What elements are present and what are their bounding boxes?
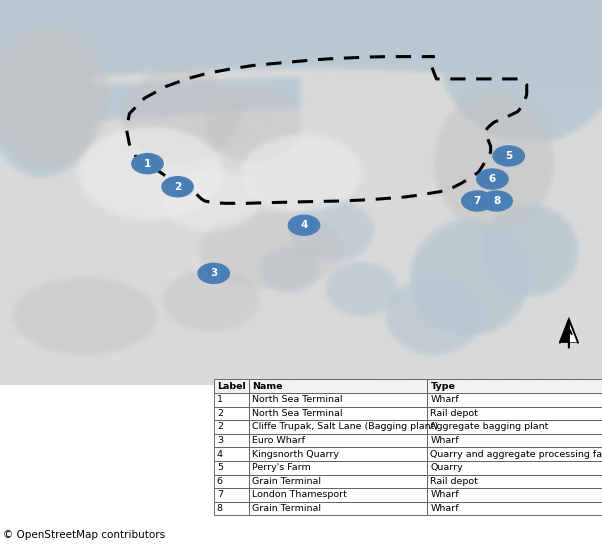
Bar: [249, 407, 427, 420]
Text: Type: Type: [430, 382, 455, 391]
Text: Wharf: Wharf: [430, 504, 459, 513]
Bar: [214, 407, 249, 420]
Text: Kingsnorth Quarry: Kingsnorth Quarry: [252, 450, 339, 459]
Bar: [214, 434, 249, 448]
Text: Label: Label: [217, 382, 246, 391]
Text: Grain Terminal: Grain Terminal: [252, 477, 321, 486]
Text: 4: 4: [217, 450, 223, 459]
Circle shape: [481, 191, 512, 211]
Circle shape: [493, 146, 524, 166]
Text: Grain Terminal: Grain Terminal: [252, 504, 321, 513]
Text: 8: 8: [493, 196, 500, 206]
Text: 4: 4: [300, 220, 308, 230]
Text: London Thamesport: London Thamesport: [252, 490, 347, 499]
Text: 1: 1: [217, 396, 223, 404]
Bar: [249, 379, 427, 393]
Text: 6: 6: [217, 477, 223, 486]
Text: 5: 5: [505, 151, 512, 161]
Text: 5: 5: [217, 463, 223, 472]
Text: © OpenStreetMap contributors: © OpenStreetMap contributors: [3, 530, 165, 540]
Text: Wharf: Wharf: [430, 396, 459, 404]
Circle shape: [162, 177, 193, 197]
Bar: [214, 420, 249, 434]
Bar: [249, 502, 427, 515]
Bar: [214, 474, 249, 488]
Text: North Sea Terminal: North Sea Terminal: [252, 409, 343, 418]
Circle shape: [462, 191, 493, 211]
Bar: [427, 502, 602, 515]
Bar: [214, 448, 249, 461]
Bar: [427, 420, 602, 434]
Polygon shape: [569, 317, 579, 343]
Bar: [249, 393, 427, 407]
Text: Wharf: Wharf: [430, 490, 459, 499]
Circle shape: [288, 216, 320, 235]
Bar: [214, 461, 249, 474]
Text: 8: 8: [217, 504, 223, 513]
Bar: [214, 393, 249, 407]
Text: Quarry: Quarry: [430, 463, 463, 472]
Text: 1: 1: [144, 158, 151, 168]
Circle shape: [198, 263, 229, 284]
Text: 6: 6: [489, 174, 496, 184]
Circle shape: [477, 169, 508, 189]
Text: 3: 3: [210, 268, 217, 278]
Bar: [427, 379, 602, 393]
Bar: [214, 488, 249, 502]
Text: 7: 7: [217, 490, 223, 499]
Text: Aggregate bagging plant: Aggregate bagging plant: [430, 423, 549, 432]
Bar: [427, 393, 602, 407]
Text: Perry's Farm: Perry's Farm: [252, 463, 311, 472]
Bar: [427, 488, 602, 502]
Bar: [249, 448, 427, 461]
Circle shape: [132, 153, 163, 173]
Bar: [249, 488, 427, 502]
Polygon shape: [559, 317, 569, 343]
Bar: [427, 448, 602, 461]
Text: 7: 7: [474, 196, 481, 206]
Text: Rail depot: Rail depot: [430, 477, 478, 486]
Text: Quarry and aggregate processing facility: Quarry and aggregate processing facility: [430, 450, 602, 459]
Text: 2: 2: [174, 182, 181, 192]
Bar: [249, 420, 427, 434]
Bar: [214, 502, 249, 515]
Text: North Sea Terminal: North Sea Terminal: [252, 396, 343, 404]
Text: Rail depot: Rail depot: [430, 409, 478, 418]
Bar: [214, 379, 249, 393]
Text: 3: 3: [217, 436, 223, 445]
Bar: [427, 434, 602, 448]
Bar: [427, 474, 602, 488]
Text: Euro Wharf: Euro Wharf: [252, 436, 305, 445]
Bar: [249, 474, 427, 488]
Bar: [249, 461, 427, 474]
Text: Cliffe Trupak, Salt Lane (Bagging plant): Cliffe Trupak, Salt Lane (Bagging plant): [252, 423, 438, 432]
Bar: [427, 461, 602, 474]
Bar: [249, 434, 427, 448]
Text: 2: 2: [217, 409, 223, 418]
Text: Wharf: Wharf: [430, 436, 459, 445]
Bar: [427, 407, 602, 420]
Text: 2: 2: [217, 423, 223, 432]
Text: Name: Name: [252, 382, 282, 391]
